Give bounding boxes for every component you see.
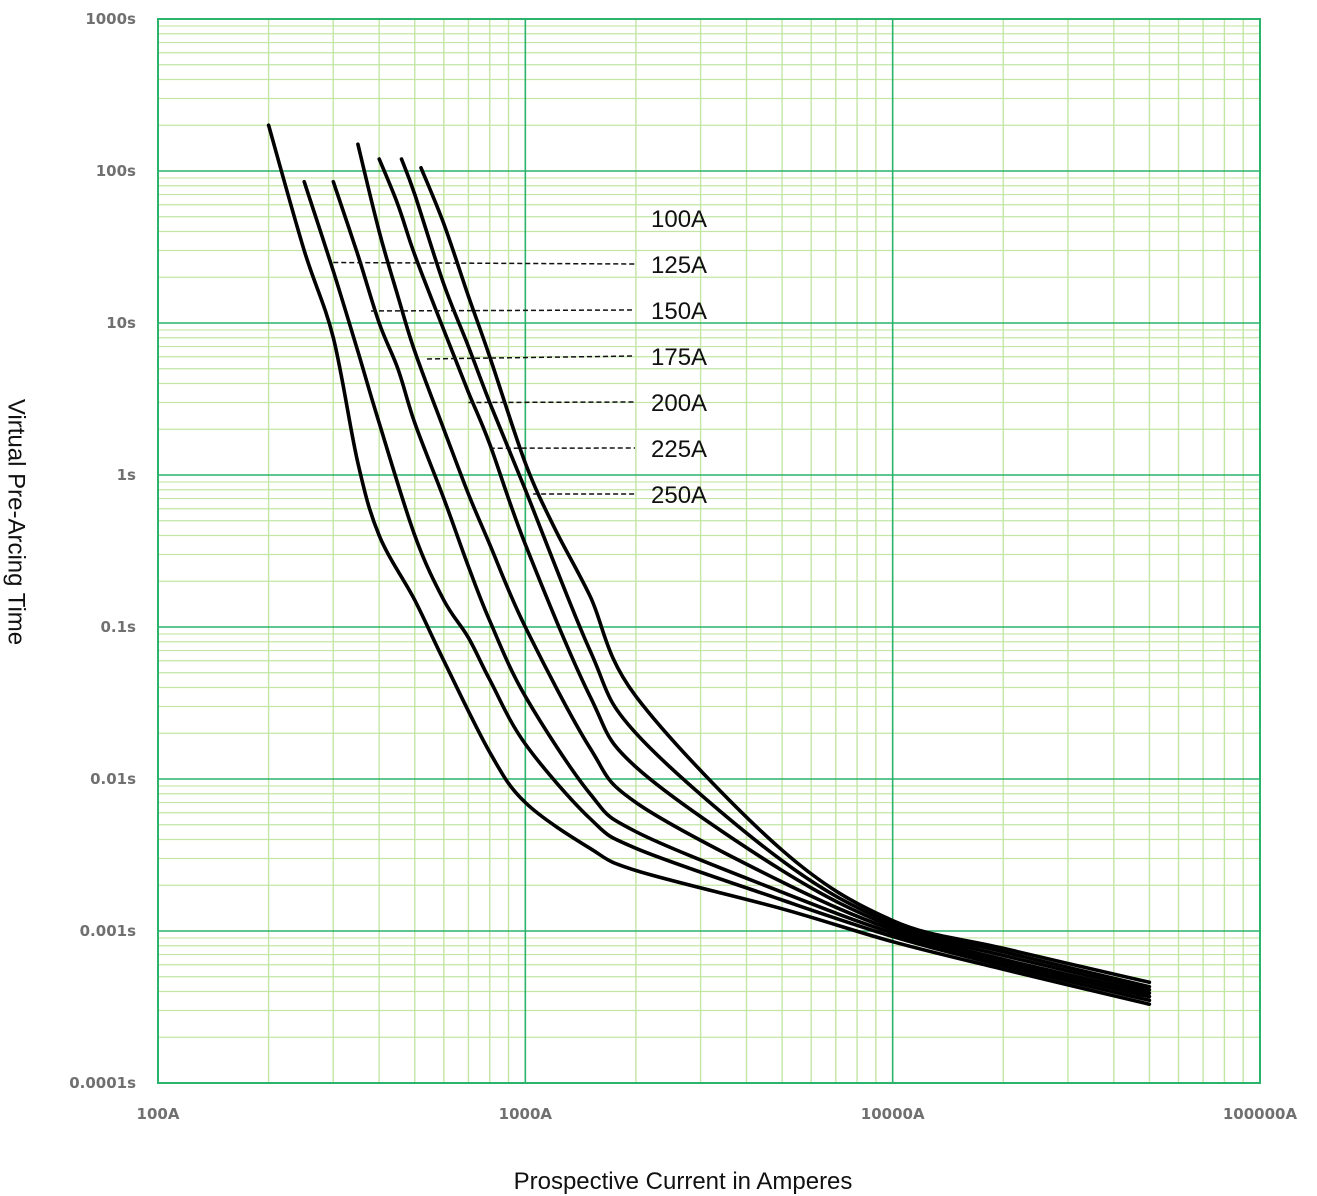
x-tick-label: 10000A [861, 1105, 925, 1123]
plot-frame [157, 18, 1261, 1084]
y-tick-label: 0.01s [90, 770, 136, 788]
x-tick-label: 100000A [1223, 1105, 1298, 1123]
y-tick-label: 100s [96, 162, 136, 180]
leader-line [370, 309, 636, 312]
curve-label: 100A [651, 206, 707, 233]
curve-label: 150A [651, 298, 707, 325]
plot-border [157, 18, 1261, 1084]
y-tick-label: 0.0001s [69, 1074, 136, 1092]
leader-line [333, 261, 636, 265]
minor-gridlines [158, 19, 1260, 1083]
curve-label: 200A [651, 390, 707, 417]
curve-label: 250A [651, 482, 707, 509]
curve-label: 175A [651, 344, 707, 371]
y-axis-tick-labels: 1000s 100s 10s 1s 0.1s 0.01s 0.001s 0.0001s [69, 10, 136, 1092]
x-tick-label: 100A [137, 1105, 180, 1123]
fuse-curve-200A [377, 157, 1152, 992]
y-axis-title: Virtual Pre-Arcing Time [3, 399, 30, 645]
y-tick-label: 1s [117, 466, 136, 484]
leader-line [427, 355, 636, 360]
curve-label: 125A [651, 252, 707, 279]
x-axis-tick-labels: 100A 1000A 10000A 100000A [137, 1105, 1298, 1123]
fuse-curve-175A [356, 142, 1152, 995]
fuse-curve-100A [266, 123, 1152, 1006]
y-tick-label: 10s [106, 314, 136, 332]
fuse-curve-150A [331, 179, 1152, 999]
major-gridlines [157, 18, 1261, 1084]
y-tick-label: 0.001s [80, 922, 136, 940]
fuse-curve-250A [419, 166, 1152, 985]
fuse-curve-225A [399, 157, 1152, 989]
curve-labels: 100A 125A 150A 175A 200A 225A 250A [333, 206, 707, 509]
x-tick-label: 1000A [499, 1105, 553, 1123]
fuse-curve-125A [302, 179, 1152, 1003]
x-axis-title: Prospective Current in Amperes [514, 1168, 853, 1195]
curve-label: 225A [651, 436, 707, 463]
y-tick-label: 1000s [85, 10, 136, 28]
fuse-curves [266, 123, 1152, 1006]
y-tick-label: 0.1s [100, 618, 136, 636]
